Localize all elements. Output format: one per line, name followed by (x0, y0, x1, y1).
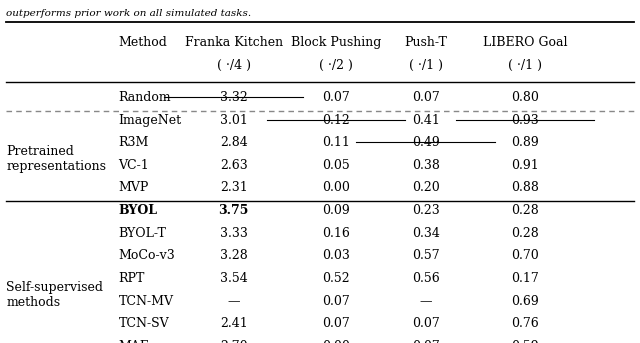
Text: Block Pushing: Block Pushing (291, 36, 381, 49)
Text: 0.38: 0.38 (412, 159, 440, 172)
Text: 0.03: 0.03 (322, 249, 350, 262)
Text: 0.07: 0.07 (412, 340, 440, 343)
Text: Pretrained
representations: Pretrained representations (6, 145, 106, 173)
Text: MAE: MAE (118, 340, 149, 343)
Text: 0.07: 0.07 (322, 295, 350, 308)
Text: ( ·/4 ): ( ·/4 ) (216, 59, 251, 72)
Text: 0.20: 0.20 (412, 181, 440, 194)
Text: 0.34: 0.34 (412, 227, 440, 240)
Text: 0.00: 0.00 (322, 340, 350, 343)
Text: 0.17: 0.17 (511, 272, 539, 285)
Text: Random: Random (118, 91, 171, 104)
Text: 0.91: 0.91 (511, 159, 539, 172)
Text: 0.07: 0.07 (322, 91, 350, 104)
Text: R3M: R3M (118, 136, 148, 149)
Text: —: — (227, 295, 240, 308)
Text: ( ·/1 ): ( ·/1 ) (508, 59, 542, 72)
Text: ( ·/2 ): ( ·/2 ) (319, 59, 353, 72)
Text: Self-supervised
methods: Self-supervised methods (6, 281, 104, 309)
Text: TCN-SV: TCN-SV (118, 317, 169, 330)
Text: 0.88: 0.88 (511, 181, 539, 194)
Text: 0.09: 0.09 (322, 204, 350, 217)
Text: Method: Method (118, 36, 167, 49)
Text: 0.93: 0.93 (511, 114, 539, 127)
Text: 2.31: 2.31 (220, 181, 248, 194)
Text: 3.01: 3.01 (220, 114, 248, 127)
Text: 0.28: 0.28 (511, 204, 539, 217)
Text: 3.33: 3.33 (220, 227, 248, 240)
Text: 0.41: 0.41 (412, 114, 440, 127)
Text: ImageNet: ImageNet (118, 114, 182, 127)
Text: 3.28: 3.28 (220, 249, 248, 262)
Text: RPT: RPT (118, 272, 145, 285)
Text: Franka Kitchen: Franka Kitchen (184, 36, 283, 49)
Text: 0.80: 0.80 (511, 91, 539, 104)
Text: BYOL-T: BYOL-T (118, 227, 166, 240)
Text: LIBERO Goal: LIBERO Goal (483, 36, 567, 49)
Text: 2.63: 2.63 (220, 159, 248, 172)
Text: 0.07: 0.07 (412, 91, 440, 104)
Text: 0.28: 0.28 (511, 227, 539, 240)
Text: 0.52: 0.52 (322, 272, 350, 285)
Text: 0.11: 0.11 (322, 136, 350, 149)
Text: MVP: MVP (118, 181, 148, 194)
Text: TCN-MV: TCN-MV (118, 295, 173, 308)
Text: Push-T: Push-T (404, 36, 447, 49)
Text: 0.00: 0.00 (322, 181, 350, 194)
Text: —: — (419, 295, 432, 308)
Text: 0.49: 0.49 (412, 136, 440, 149)
Text: BYOL: BYOL (118, 204, 157, 217)
Text: 0.69: 0.69 (511, 295, 539, 308)
Text: 0.12: 0.12 (322, 114, 350, 127)
Text: 0.89: 0.89 (511, 136, 539, 149)
Text: 0.16: 0.16 (322, 227, 350, 240)
Text: 0.70: 0.70 (511, 249, 539, 262)
Text: 2.84: 2.84 (220, 136, 248, 149)
Text: 0.07: 0.07 (322, 317, 350, 330)
Text: 2.41: 2.41 (220, 317, 248, 330)
Text: 0.59: 0.59 (511, 340, 539, 343)
Text: outperforms prior work on all simulated tasks.: outperforms prior work on all simulated … (6, 9, 252, 17)
Text: 0.56: 0.56 (412, 272, 440, 285)
Text: 0.57: 0.57 (412, 249, 440, 262)
Text: 0.23: 0.23 (412, 204, 440, 217)
Text: 3.32: 3.32 (220, 91, 248, 104)
Text: 2.70: 2.70 (220, 340, 248, 343)
Text: 0.76: 0.76 (511, 317, 539, 330)
Text: ( ·/1 ): ( ·/1 ) (408, 59, 443, 72)
Text: MoCo-v3: MoCo-v3 (118, 249, 175, 262)
Text: 3.54: 3.54 (220, 272, 248, 285)
Text: VC-1: VC-1 (118, 159, 149, 172)
Text: 0.07: 0.07 (412, 317, 440, 330)
Text: 0.05: 0.05 (322, 159, 350, 172)
Text: 3.75: 3.75 (218, 204, 249, 217)
